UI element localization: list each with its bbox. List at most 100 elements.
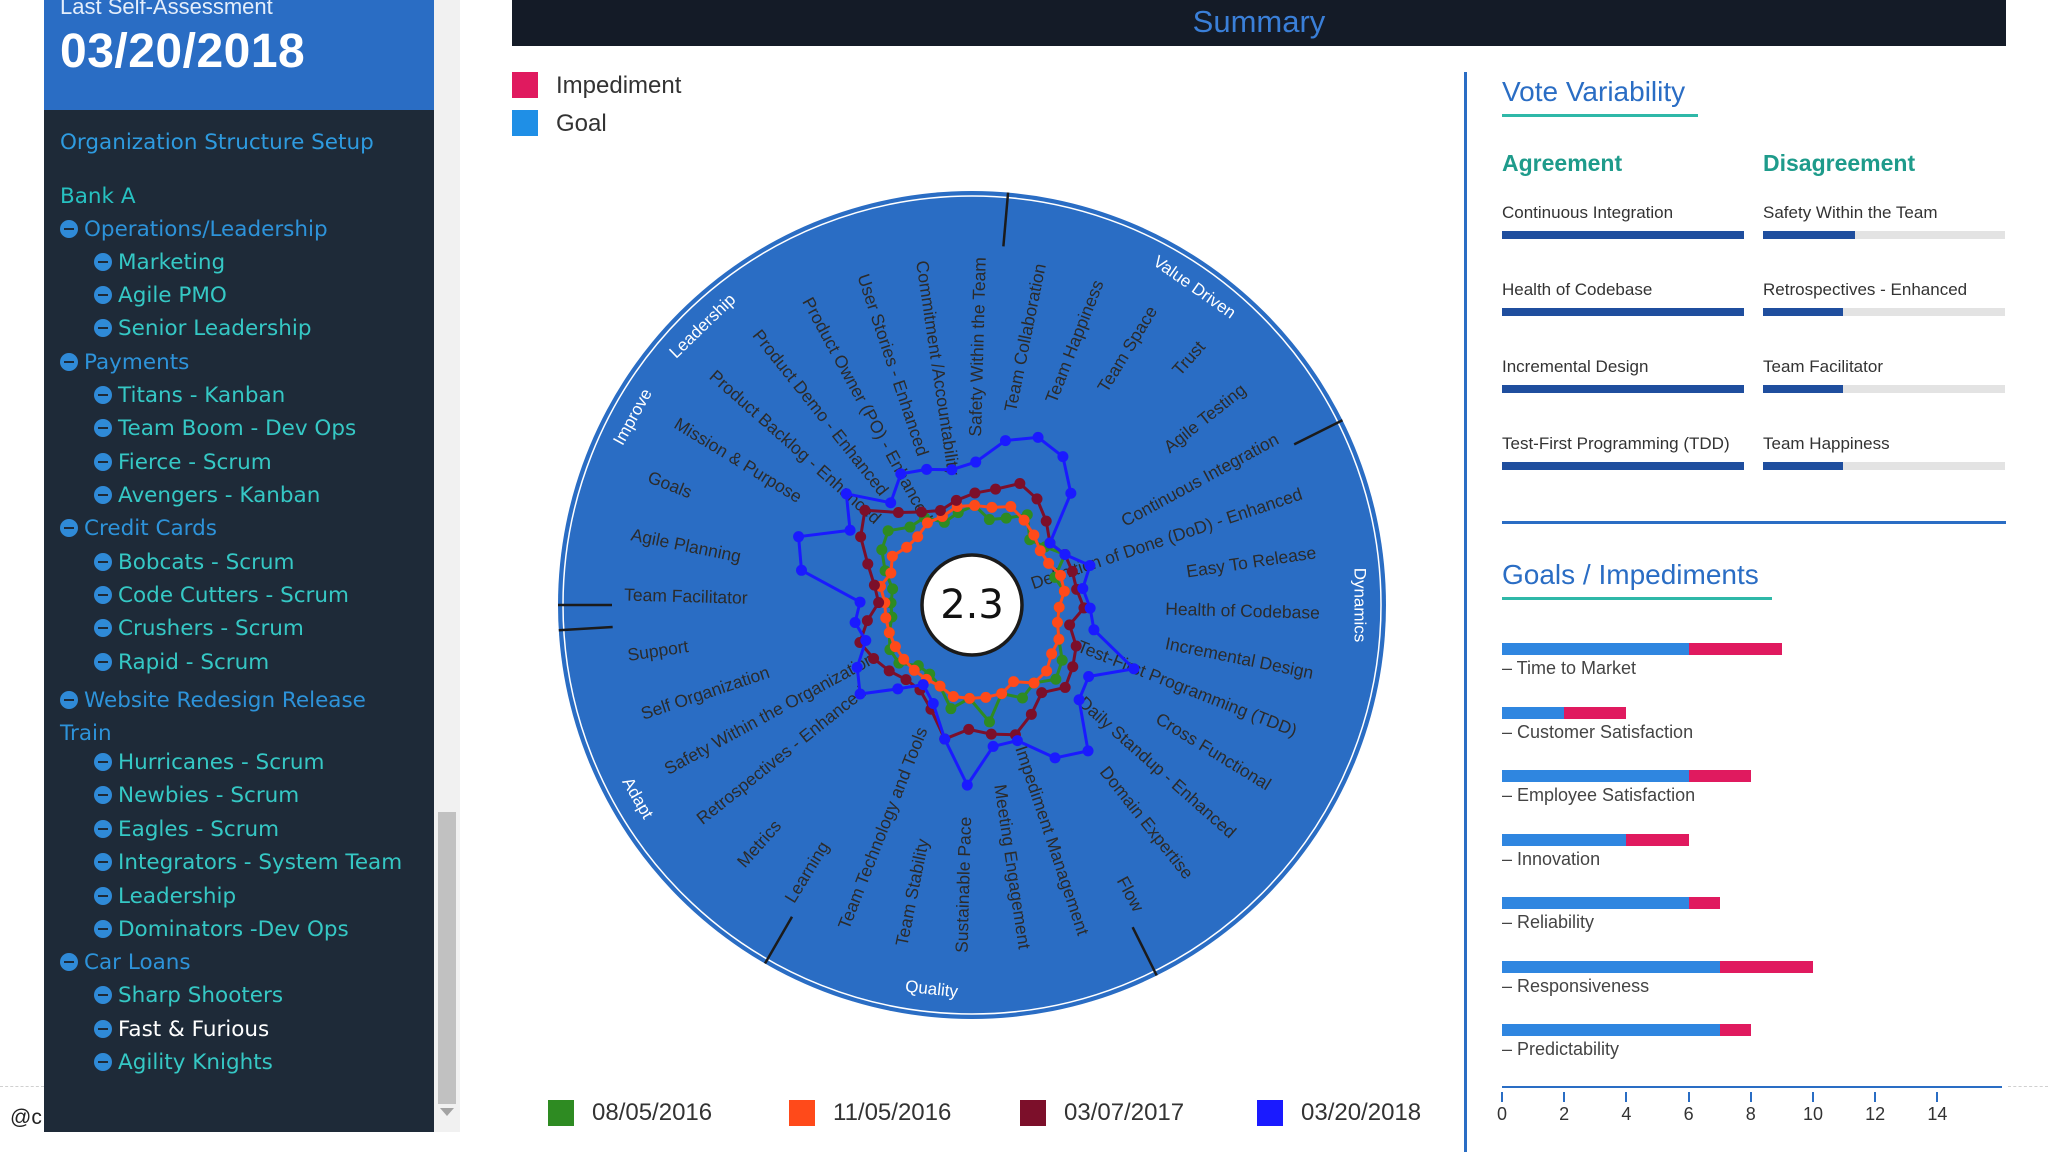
sidebar-scroll-thumb[interactable]	[438, 812, 456, 1104]
collapse-icon[interactable]	[60, 220, 78, 238]
series-point	[917, 679, 929, 691]
x-tick	[1749, 1092, 1752, 1102]
tree-team-rapid[interactable]: Rapid - Scrum	[94, 650, 269, 675]
collapse-icon[interactable]	[94, 653, 112, 671]
tree-team-hurricanes[interactable]: Hurricanes - Scrum	[94, 750, 324, 775]
tree-team-team-boom[interactable]: Team Boom - Dev Ops	[94, 416, 356, 441]
collapse-icon[interactable]	[94, 386, 112, 404]
collapse-icon[interactable]	[94, 786, 112, 804]
section-divider	[1502, 521, 2006, 524]
tree-team-label: Eagles - Scrum	[118, 817, 280, 842]
series-point	[945, 703, 957, 715]
tree-team-fierce[interactable]: Fierce - Scrum	[94, 450, 272, 475]
tree-team-dominators[interactable]: Dominators -Dev Ops	[94, 917, 349, 942]
tree-group-credit-cards[interactable]: Credit Cards	[60, 516, 217, 541]
tree-group-payments[interactable]: Payments	[60, 350, 189, 375]
tree-team-titans[interactable]: Titans - Kanban	[94, 383, 285, 408]
collapse-icon[interactable]	[60, 519, 78, 537]
series-point	[861, 615, 873, 627]
collapse-icon[interactable]	[60, 353, 78, 371]
divider	[0, 1086, 44, 1087]
tree-team-eagles[interactable]: Eagles - Scrum	[94, 817, 279, 842]
series-point	[1067, 661, 1079, 673]
tree-team-label: Fierce - Scrum	[118, 450, 272, 475]
series-point	[904, 521, 916, 533]
collapse-icon[interactable]	[94, 853, 112, 871]
title-underline	[1502, 597, 1772, 600]
collapse-icon[interactable]	[94, 887, 112, 905]
org-structure-setup-link[interactable]: Organization Structure Setup	[60, 130, 374, 155]
series-point	[900, 674, 912, 686]
title-underline	[1502, 114, 1698, 117]
tree-team-integrators[interactable]: Integrators - System Team	[94, 850, 402, 875]
divider	[2008, 1086, 2048, 1087]
tree-team-bobcats[interactable]: Bobcats - Scrum	[94, 550, 294, 575]
tree-group-operations-leadership[interactable]: Operations/Leadership	[60, 217, 328, 242]
tree-team-newbies[interactable]: Newbies - Scrum	[94, 783, 299, 808]
collapse-icon[interactable]	[94, 419, 112, 437]
summary-header: Summary	[512, 0, 2006, 46]
collapse-icon[interactable]	[94, 453, 112, 471]
agreement-item-label: Test-First Programming (TDD)	[1502, 434, 1730, 453]
series-point	[873, 597, 885, 609]
tree-team-marketing[interactable]: Marketing	[94, 250, 225, 275]
series-legend-swatch	[1257, 1100, 1283, 1126]
collapse-icon[interactable]	[94, 986, 112, 1004]
collapse-icon[interactable]	[60, 691, 78, 709]
series-point	[1084, 602, 1096, 614]
series-point	[986, 501, 998, 513]
vote-variability-title: Vote Variability	[1502, 76, 1686, 107]
x-tick-label: 8	[1745, 1104, 1756, 1124]
collapse-icon[interactable]	[94, 286, 112, 304]
tree-team-agile-pmo[interactable]: Agile PMO	[94, 283, 227, 308]
tree-group-car-loans[interactable]: Car Loans	[60, 950, 191, 975]
scroll-down-arrow-icon[interactable]	[440, 1108, 454, 1116]
tree-team-sharp-shooters[interactable]: Sharp Shooters	[94, 983, 283, 1008]
series-point	[880, 612, 892, 624]
goal-impediment-label: – Customer Satisfaction	[1502, 721, 1694, 742]
collapse-icon[interactable]	[94, 1053, 112, 1071]
ring-divider	[1002, 192, 1010, 247]
tree-group-website-redesign[interactable]: Website Redesign Release Train	[60, 684, 390, 750]
tree-group-label: Credit Cards	[84, 516, 217, 541]
disagreement-item-label: Team Happiness	[1763, 434, 1890, 453]
tree-team-fast-furious[interactable]: Fast & Furious	[94, 1017, 269, 1042]
series-point	[934, 680, 946, 692]
series-point	[990, 483, 1002, 495]
series-point	[892, 506, 904, 518]
collapse-icon[interactable]	[60, 953, 78, 971]
series-point	[947, 691, 959, 703]
collapse-icon[interactable]	[94, 253, 112, 271]
series-point	[882, 525, 894, 537]
collapse-icon[interactable]	[94, 553, 112, 571]
collapse-icon[interactable]	[94, 753, 112, 771]
tree-team-avengers[interactable]: Avengers - Kanban	[94, 483, 320, 508]
tree-team-crushers[interactable]: Crushers - Scrum	[94, 616, 304, 641]
collapse-icon[interactable]	[94, 820, 112, 838]
collapse-icon[interactable]	[94, 586, 112, 604]
collapse-icon[interactable]	[94, 1020, 112, 1038]
goal-segment	[1502, 706, 1565, 719]
series-point	[1036, 687, 1048, 699]
tree-bank[interactable]: Bank A	[60, 184, 136, 209]
tree-team-code-cutters[interactable]: Code Cutters - Scrum	[94, 583, 349, 608]
series-point	[1040, 515, 1052, 527]
tree-team-senior-leadership[interactable]: Senior Leadership	[94, 316, 311, 341]
disagreement-bar-fill	[1763, 308, 1843, 316]
collapse-icon[interactable]	[94, 619, 112, 637]
tree-team-leadership[interactable]: Leadership	[94, 884, 236, 909]
x-tick	[1625, 1092, 1628, 1102]
series-legend-swatch	[1020, 1100, 1046, 1126]
series-point	[1000, 512, 1012, 524]
collapse-icon[interactable]	[94, 920, 112, 938]
tree-team-label: Crushers - Scrum	[118, 616, 304, 641]
tree-team-label: Code Cutters - Scrum	[118, 583, 349, 608]
tree-team-agility-knights[interactable]: Agility Knights	[94, 1050, 273, 1075]
series-point	[964, 692, 976, 704]
disagreement-item-label: Team Facilitator	[1763, 357, 1883, 376]
tree-team-label: Leadership	[118, 884, 237, 909]
series-point	[883, 665, 895, 677]
collapse-icon[interactable]	[94, 486, 112, 504]
collapse-icon[interactable]	[94, 319, 112, 337]
